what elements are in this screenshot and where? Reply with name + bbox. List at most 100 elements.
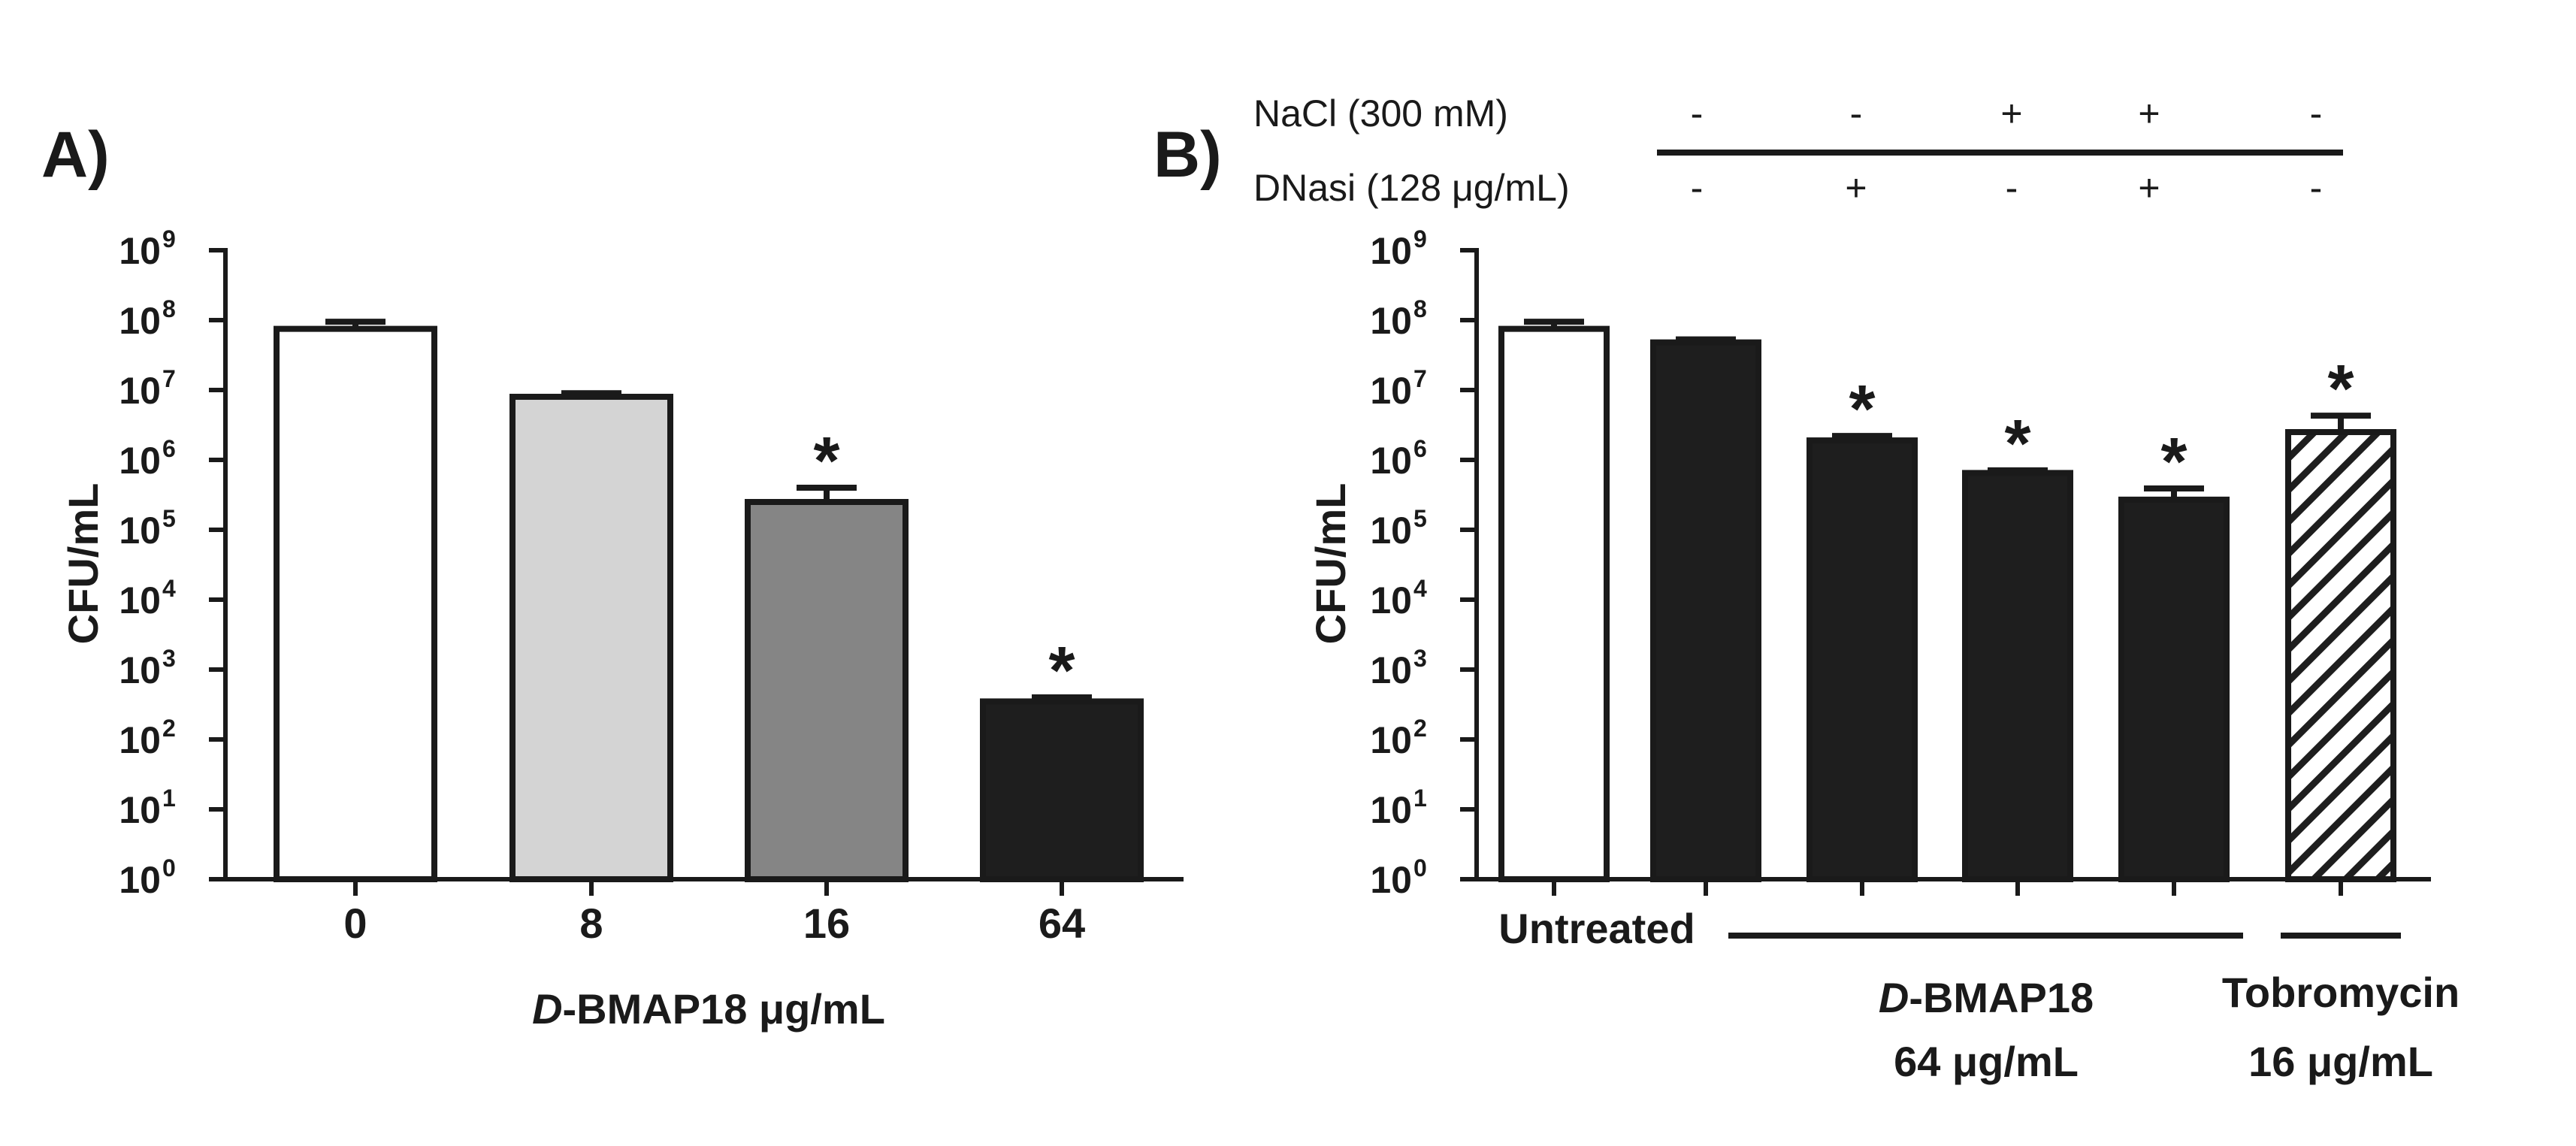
panel-a-x-title-italic: D [532, 985, 562, 1033]
nacl-sign: - [1850, 92, 1863, 135]
panel-a-y-tick-exponent: 6 [162, 435, 176, 462]
panel-b-significance-star: * [2004, 407, 2030, 482]
untreated-label: Untreated [1498, 905, 1695, 952]
condition-signs: - - + + - - + - + - [1691, 92, 2323, 209]
panel-a-y-tick-label: 10 [119, 859, 161, 901]
panel-b-y-tick-exponent: 0 [1413, 854, 1427, 881]
panel-a-y-tick-label: 10 [119, 719, 161, 761]
tick-base: 10 [119, 789, 161, 831]
tick-base: 10 [1370, 579, 1412, 621]
panel-b-y-tick-label: 10 [1370, 300, 1412, 342]
panel-b-y-tick-label: 10 [1370, 789, 1412, 831]
tick-base: 10 [1370, 230, 1412, 272]
tick-base: 10 [1370, 370, 1412, 412]
nacl-sign: + [2138, 92, 2160, 135]
panel-b-x-ticks [1552, 879, 2343, 896]
panel-a-y-tick-label: 10 [119, 370, 161, 412]
panel-b-bar-3 [1807, 437, 1918, 882]
panel-b-significance-star: * [2327, 352, 2354, 427]
panel-b-y-tick-label: 10 [1370, 579, 1412, 621]
nacl-sign: + [2000, 92, 2022, 135]
panel-b-y-tick-exponent: 2 [1413, 715, 1427, 742]
bmap-label-rest: -BMAP18 [1909, 974, 2094, 1021]
tick-base: 10 [119, 230, 161, 272]
panel-a-x-tick-label: 64 [1039, 900, 1085, 947]
panel-a-y-tick-exponent: 9 [162, 225, 176, 252]
tick-base: 10 [119, 510, 161, 552]
panel-b-chart: B) NaCl (300 mM) DNasi (128 μg/mL) - - + + -… [1153, 92, 2460, 1085]
panel-a-x-tick-label: 16 [803, 900, 850, 947]
dnase-sign: - [2310, 167, 2323, 209]
tick-base: 10 [1370, 649, 1412, 691]
panel-a-y-tick-exponent: 2 [162, 715, 176, 742]
panel-a-y-tick-exponent: 5 [162, 505, 176, 532]
panel-b-y-tick-exponent: 6 [1413, 435, 1427, 462]
panel-a-y-tick-label: 10 [119, 510, 161, 552]
panel-a-y-tick-exponent: 4 [162, 575, 176, 602]
tick-base: 10 [1370, 300, 1412, 342]
panel-b-bar-5 [2118, 496, 2230, 882]
panel-b-y-tick-exponent: 4 [1413, 575, 1427, 602]
tick-base: 10 [1370, 859, 1412, 901]
panel-a-bar-8 [509, 394, 673, 882]
bmap-label-line2: 64 μg/mL [1894, 1038, 2079, 1085]
panel-b-significance-star: * [1849, 372, 1875, 447]
tick-base: 10 [119, 370, 161, 412]
panel-b-label: B) [1153, 119, 1222, 191]
panel-a-x-axis-title: D-BMAP18 μg/mL [532, 985, 885, 1033]
tobra-label-line1: Tobromycin [2222, 969, 2460, 1016]
tick-base: 10 [119, 649, 161, 691]
dnase-condition-label: DNasi (128 μg/mL) [1253, 167, 1570, 209]
panel-b-y-tick-exponent: 7 [1413, 365, 1427, 392]
panel-b-bar-4 [1962, 470, 2073, 882]
panel-b-y-tick-exponent: 1 [1413, 785, 1427, 812]
panel-a-y-tick-label: 10 [119, 230, 161, 272]
panel-b-bar-1 [1498, 325, 1610, 882]
bmap-label-line1: D-BMAP18 [1879, 974, 2094, 1021]
panel-a-y-tick-exponent: 3 [162, 645, 176, 672]
panel-b-y-tick-label: 10 [1370, 370, 1412, 412]
panel-b-y-tick-label: 10 [1370, 719, 1412, 761]
panel-b-bar-2 [1650, 339, 1761, 882]
nacl-condition-label: NaCl (300 mM) [1253, 92, 1508, 135]
panel-b-y-tick-exponent: 8 [1413, 295, 1427, 322]
tick-base: 10 [119, 300, 161, 342]
panel-b-y-tick-label: 10 [1370, 510, 1412, 552]
panel-a-bar-64 [980, 698, 1144, 882]
panel-a-y-tick-label: 10 [119, 789, 161, 831]
tick-base: 10 [119, 859, 161, 901]
panel-b-y-tick-label: 10 [1370, 859, 1412, 901]
nacl-sign: - [2310, 92, 2323, 135]
panel-a-significance-star: * [1048, 633, 1075, 709]
panel-b-y-tick-exponent: 9 [1413, 225, 1427, 252]
panel-b-bar-6 [2285, 428, 2396, 882]
dnase-sign: + [1845, 167, 1867, 209]
panel-a-x-tick-label: 8 [579, 900, 603, 947]
panel-a-significance-star: * [813, 424, 839, 499]
bmap-label-italic: D [1879, 974, 1909, 1021]
panel-b-y-tick-exponent: 5 [1413, 505, 1427, 532]
panel-a-y-tick-exponent: 8 [162, 295, 176, 322]
dnase-sign: - [1691, 167, 1704, 209]
dnase-sign: - [2006, 167, 2018, 209]
panel-a-y-tick-label: 10 [119, 649, 161, 691]
tick-base: 10 [1370, 440, 1412, 482]
panel-a-bars: ** [274, 319, 1144, 882]
panel-a-y-axis-title: CFU/mL [59, 483, 107, 645]
tick-base: 10 [1370, 789, 1412, 831]
tick-base: 10 [1370, 510, 1412, 552]
panel-a-x-tick-label: 0 [343, 900, 367, 947]
panel-b-y-tick-exponent: 3 [1413, 645, 1427, 672]
panel-b-y-tick-label: 10 [1370, 440, 1412, 482]
tick-base: 10 [119, 440, 161, 482]
panel-a-y-tick-exponent: 7 [162, 365, 176, 392]
panel-a-y-tick-exponent: 0 [162, 854, 176, 881]
panel-b-y-axis-title: CFU/mL [1307, 483, 1354, 645]
nacl-sign: - [1691, 92, 1704, 135]
panel-a-y-tick-exponent: 1 [162, 785, 176, 812]
tick-base: 10 [119, 579, 161, 621]
